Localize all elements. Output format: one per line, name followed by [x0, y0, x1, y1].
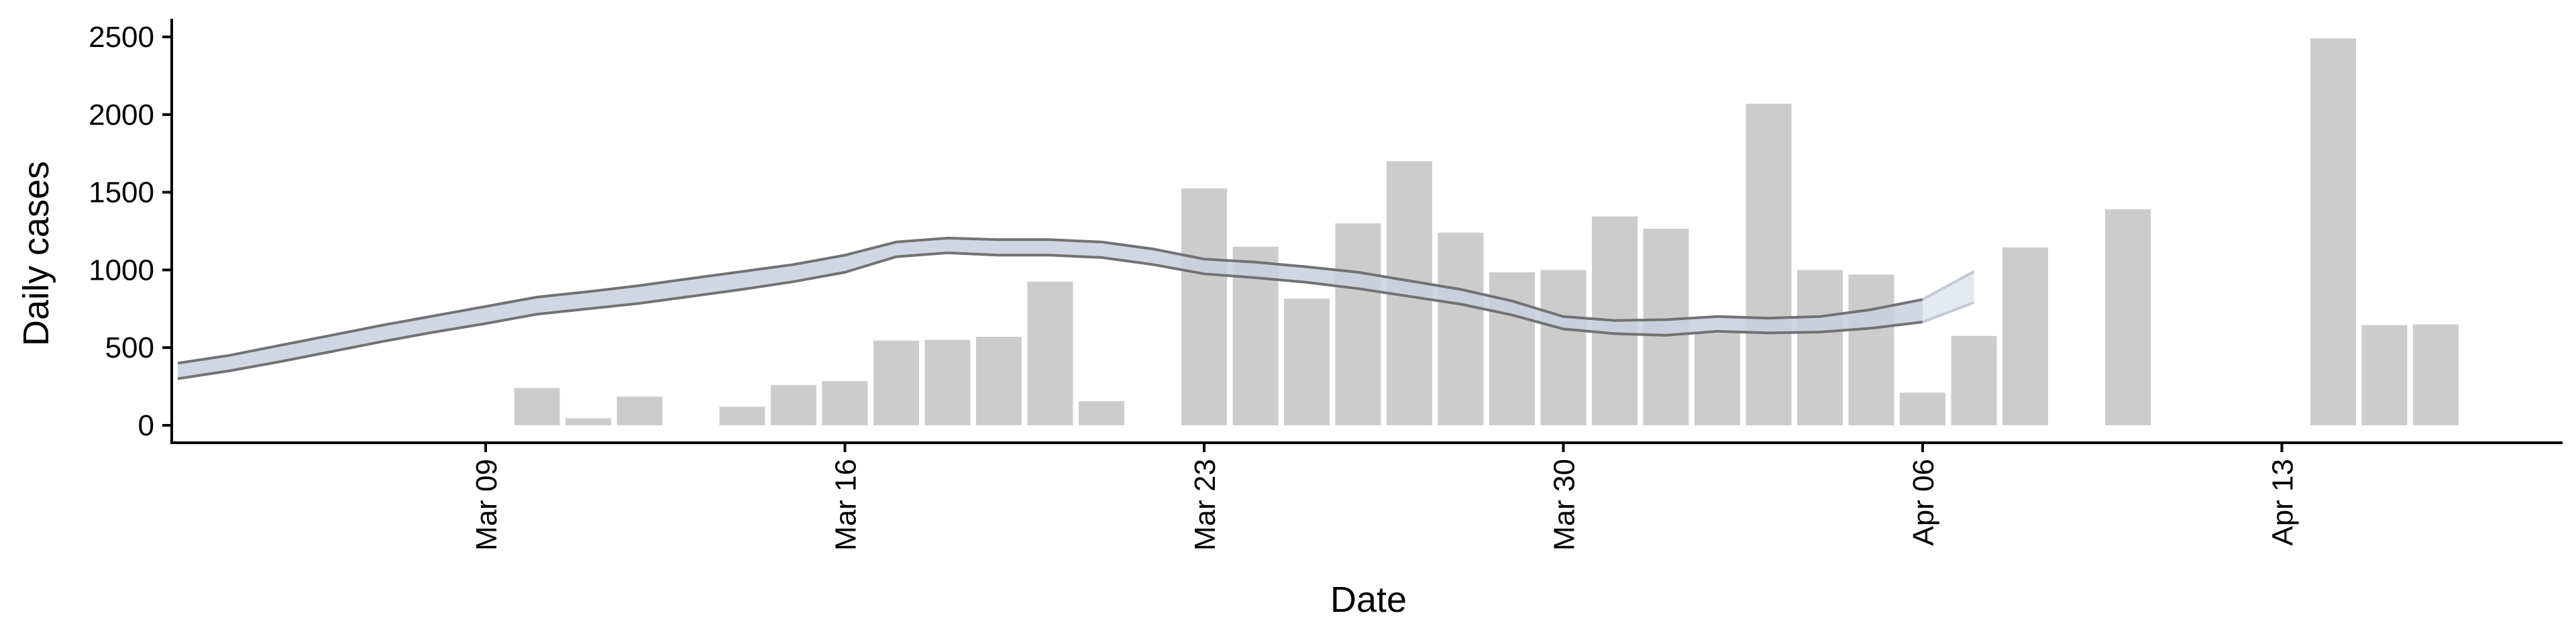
- x-axis-title: Date: [1330, 580, 1407, 620]
- bar-2020-04-10: [2105, 209, 2151, 425]
- y-tick-label: 1500: [89, 176, 154, 209]
- bar-2020-04-15: [2361, 325, 2408, 425]
- x-tick-label: Mar 16: [830, 459, 863, 551]
- x-tick-label: Mar 09: [470, 459, 503, 551]
- bars-layer: [514, 38, 2459, 426]
- x-tick-label: Apr 13: [2267, 459, 2300, 546]
- bar-2020-03-11: [566, 418, 611, 425]
- bar-2020-03-12: [616, 396, 663, 425]
- bar-2020-04-03: [1746, 103, 1792, 425]
- bar-2020-03-16: [822, 381, 868, 425]
- bar-2020-04-07: [1951, 335, 1997, 425]
- bar-2020-03-28: [1438, 232, 1484, 425]
- bar-2020-03-17: [873, 340, 919, 425]
- bar-2020-03-19: [976, 337, 1022, 425]
- projection-upper-line: [1922, 270, 1975, 301]
- x-tick-label: Apr 06: [1907, 459, 1940, 546]
- estimate-ribbon: [178, 237, 1923, 379]
- bar-2020-04-02: [1695, 333, 1740, 425]
- bar-2020-03-14: [719, 407, 765, 425]
- ribbon-upper-line: [177, 236, 1923, 365]
- bar-2020-03-30: [1540, 270, 1587, 425]
- x-tick-label: Mar 23: [1189, 459, 1222, 551]
- bar-2020-04-16: [2413, 324, 2459, 425]
- bar-2020-04-08: [2002, 247, 2048, 425]
- x-tick-label: Mar 30: [1548, 459, 1581, 551]
- bar-2020-03-26: [1335, 223, 1381, 425]
- bar-2020-03-15: [771, 384, 816, 425]
- bar-2020-03-29: [1489, 272, 1535, 425]
- bar-2020-04-04: [1797, 270, 1843, 425]
- y-tick-label: 2500: [89, 21, 154, 54]
- y-tick-label: 0: [138, 409, 154, 442]
- plot-area: [177, 38, 2459, 426]
- bar-2020-03-10: [514, 388, 560, 425]
- y-axis: 0 500 1000 1500 2000 2500: [89, 19, 173, 444]
- projection-lower-line: [1922, 301, 1975, 323]
- bar-2020-03-21: [1079, 401, 1124, 425]
- y-tick-label: 500: [105, 331, 154, 364]
- bar-2020-03-23: [1181, 188, 1227, 425]
- bar-2020-03-18: [924, 339, 971, 425]
- bar-2020-04-14: [2310, 38, 2356, 426]
- bar-2020-04-06: [1900, 392, 1945, 425]
- y-tick-label: 2000: [89, 99, 154, 131]
- y-axis-title: Daily cases: [16, 161, 56, 346]
- ribbon-lower-line: [177, 251, 1923, 380]
- projection-ribbon: [1923, 271, 1974, 322]
- bar-2020-03-20: [1027, 281, 1073, 425]
- bar-2020-04-05: [1848, 274, 1894, 425]
- y-tick-label: 1000: [89, 254, 154, 286]
- bar-2020-03-25: [1284, 299, 1330, 425]
- ribbon-layer: [177, 236, 1975, 380]
- x-axis: Mar 09 Mar 16 Mar 23 Mar 30 Apr 06 Apr 13: [170, 441, 2563, 551]
